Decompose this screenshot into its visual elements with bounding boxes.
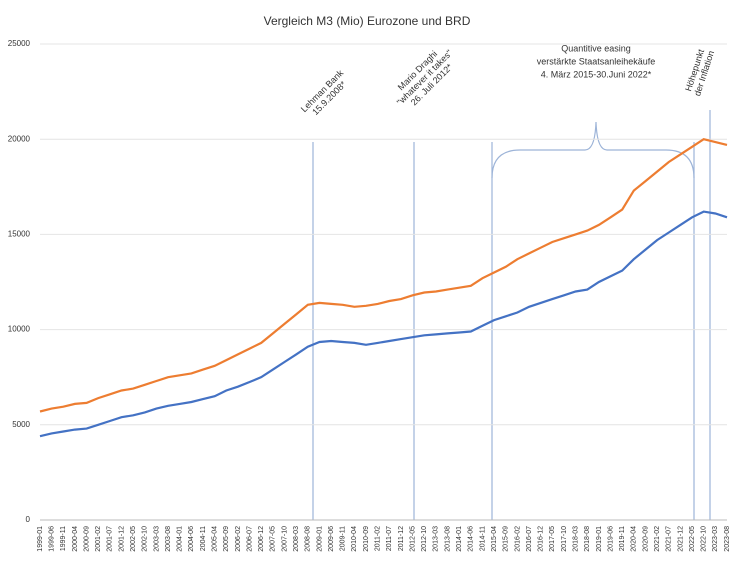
annotation: Quantitive easing verstärkte Staatsanleih… — [537, 43, 656, 79]
x-tick-label: 2023-08 — [724, 526, 731, 552]
x-tick-label: 2009-11 — [340, 526, 347, 551]
x-tick-label: 2003-08 — [165, 526, 172, 552]
x-tick-label: 2016-12 — [538, 526, 545, 552]
x-tick-label: 2013-08 — [444, 526, 451, 552]
y-tick-label: 10000 — [8, 325, 31, 334]
x-tick-label: 1999-11 — [60, 526, 67, 551]
x-tick-label: 2022-10 — [701, 526, 708, 552]
annotation-text: 4. März 2015-30.Juni 2022* — [541, 69, 652, 79]
x-tick-label: 2009-06 — [328, 526, 335, 552]
x-tick-label: 2013-03 — [433, 526, 440, 552]
x-tick-label: 2018-08 — [584, 526, 591, 552]
x-tick-label: 2012-10 — [421, 526, 428, 552]
x-tick-label: 2012-05 — [409, 526, 416, 552]
x-tick-label: 2006-02 — [235, 526, 242, 552]
x-tick-label: 1999-01 — [37, 526, 44, 552]
x-tick-label: 2007-10 — [281, 526, 288, 552]
x-tick-label: 2008-08 — [305, 526, 312, 552]
x-tick-label: 2010-04 — [351, 526, 358, 552]
x-tick-label: 2004-01 — [177, 526, 184, 552]
y-tick-label: 25000 — [8, 39, 31, 48]
x-tick-label: 2001-12 — [118, 526, 125, 552]
x-tick-label: 2019-01 — [596, 526, 603, 552]
chart-title: Vergleich M3 (Mio) Eurozone und BRD — [264, 14, 471, 28]
x-tick-label: 2001-02 — [95, 526, 102, 552]
x-tick-label: 2005-09 — [223, 526, 230, 552]
brace — [491, 121, 695, 179]
annotation-text: verstärkte Staatsanleihekäufe — [537, 56, 656, 66]
x-tick-label: 2004-06 — [188, 526, 195, 552]
series-line — [39, 210, 728, 438]
x-tick-label: 2016-02 — [514, 526, 521, 552]
x-tick-label: 2019-11 — [619, 526, 626, 551]
x-tick-label: 2015-04 — [491, 526, 498, 552]
x-tick-label: 2005-04 — [212, 526, 219, 552]
x-tick-label: 2003-03 — [153, 526, 160, 552]
x-tick-label: 2006-12 — [258, 526, 265, 552]
x-tick-label: 2018-03 — [572, 526, 579, 552]
x-tick-label: 2006-07 — [246, 526, 253, 552]
x-tick-label: 2000-04 — [72, 526, 79, 552]
y-tick-label: 20000 — [8, 134, 31, 143]
x-tick-label: 2008-03 — [293, 526, 300, 552]
annotation: Mario Draghi"whatever it takes"26. Juli … — [395, 48, 455, 108]
x-tick-label: 2021-02 — [654, 526, 661, 552]
x-tick-label: 2004-11 — [200, 526, 207, 551]
x-tick-label: 2014-01 — [456, 526, 463, 552]
event-lines — [312, 110, 711, 520]
x-tick-label: 2001-07 — [107, 526, 114, 552]
x-tick-label: 2011-12 — [398, 526, 405, 551]
x-tick-label: 2017-05 — [549, 526, 556, 552]
x-tick-label: 2015-09 — [503, 526, 510, 552]
x-tick-label: 2014-06 — [468, 526, 475, 552]
x-tick-label: 2002-10 — [142, 526, 149, 552]
x-tick-label: 2011-07 — [386, 526, 393, 551]
x-tick-label: 2009-01 — [316, 526, 323, 552]
x-tick-label: 2020-04 — [631, 526, 638, 552]
x-tick-label: 2022-05 — [689, 526, 696, 552]
annotation-text: Quantitive easing — [561, 43, 631, 53]
x-tick-label: 1999-06 — [48, 526, 55, 552]
x-tick-label: 2020-09 — [642, 526, 649, 552]
x-tick-label: 2011-02 — [375, 526, 382, 551]
x-tick-label: 2002-05 — [130, 526, 137, 552]
x-tick-label: 2016-07 — [526, 526, 533, 552]
x-tick-label: 2023-03 — [712, 526, 719, 552]
x-tick-label: 2007-05 — [270, 526, 277, 552]
x-tick-label: 2000-09 — [83, 526, 90, 552]
series-line — [39, 138, 728, 413]
x-tick-label: 2010-09 — [363, 526, 370, 552]
x-tick-label: 2021-12 — [677, 526, 684, 552]
x-tick-label: 2019-06 — [607, 526, 614, 552]
y-tick-label: 0 — [26, 515, 31, 524]
y-tick-label: 5000 — [12, 420, 30, 429]
x-tick-label: 2021-07 — [666, 526, 673, 552]
x-tick-label: 2017-10 — [561, 526, 568, 552]
x-tick-label: 2014-11 — [479, 526, 486, 551]
y-tick-label: 15000 — [8, 230, 31, 239]
